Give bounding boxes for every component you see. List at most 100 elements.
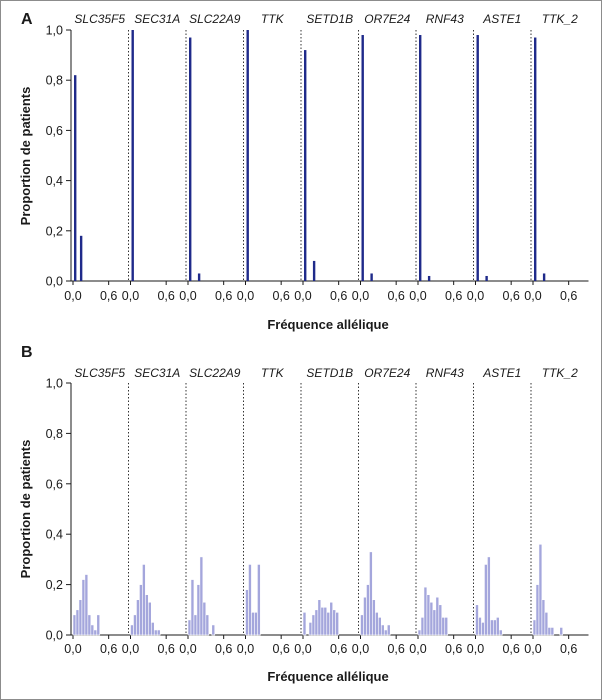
bar [534, 37, 537, 281]
bar [429, 601, 434, 636]
x-tick-label: 0,0 [294, 289, 311, 303]
bar [133, 614, 137, 636]
gene-label: ASTE1 [482, 366, 521, 380]
bar [481, 622, 485, 636]
y-tick-label: 0,2 [46, 224, 63, 238]
bar [485, 275, 488, 281]
x-tick-label: 0,6 [502, 289, 519, 303]
x-tick-label: 0,0 [409, 642, 426, 656]
bar [145, 594, 149, 636]
x-tick-label: 0,6 [560, 642, 577, 656]
x-axis-title: Fréquence allélique [267, 317, 388, 332]
bar [432, 609, 437, 636]
bar [550, 627, 555, 636]
gene-label: SLC22A9 [189, 366, 241, 380]
x-tick-label: 0,0 [294, 642, 311, 656]
bar [366, 584, 370, 636]
x-tick-label: 0,0 [467, 642, 484, 656]
bar [139, 584, 143, 636]
bar [78, 599, 83, 636]
bar [498, 629, 503, 636]
bar [335, 612, 339, 636]
y-axis-title: Proportion de patients [18, 440, 33, 579]
bar [148, 601, 152, 636]
x-tick-label: 0,6 [387, 642, 404, 656]
bar [378, 617, 382, 636]
y-tick-label: 0,8 [46, 427, 63, 441]
bar [72, 614, 77, 636]
bar [490, 619, 494, 636]
bar [544, 612, 549, 636]
bar [323, 606, 328, 636]
bar [196, 584, 201, 636]
gene-label: TTK [261, 366, 285, 380]
bar [142, 564, 146, 636]
gene-label: SETD1B [306, 366, 353, 380]
gene-label: TTK_2 [542, 366, 578, 380]
y-tick-label: 0,4 [46, 528, 63, 542]
bar [438, 604, 443, 636]
x-tick-label: 0,0 [64, 642, 81, 656]
y-tick-label: 0,4 [46, 174, 63, 188]
bar [314, 609, 319, 636]
x-tick-label: 0,6 [445, 642, 462, 656]
gene-label: SLC35F5 [74, 12, 125, 26]
bar [476, 35, 479, 281]
bar [131, 30, 134, 281]
x-tick-label: 0,0 [467, 289, 484, 303]
x-tick-label: 0,6 [330, 289, 347, 303]
bar [187, 619, 192, 636]
bar [487, 556, 491, 636]
gene-label: TTK [261, 12, 285, 26]
bar [435, 596, 440, 636]
y-tick-label: 0,0 [46, 629, 63, 643]
bar [211, 624, 216, 636]
panel-letter: B [21, 344, 33, 361]
bar [248, 564, 252, 636]
bar [251, 612, 255, 636]
bar [420, 617, 425, 636]
bar [326, 612, 331, 636]
bar [532, 619, 537, 636]
bar [370, 273, 373, 281]
x-tick-label: 0,6 [387, 289, 404, 303]
bar [190, 579, 195, 636]
bar [444, 617, 449, 636]
bar [417, 629, 422, 636]
bar [383, 629, 388, 636]
bar [79, 235, 83, 281]
x-tick-label: 0,0 [237, 642, 254, 656]
bar [90, 624, 95, 636]
x-tick-label: 0,0 [352, 289, 369, 303]
bar [360, 614, 364, 636]
gene-label: SEC31A [134, 12, 180, 26]
x-tick-label: 0,6 [330, 642, 347, 656]
bar [130, 624, 134, 636]
x-tick-label: 0,0 [179, 289, 196, 303]
x-tick-label: 0,6 [560, 289, 577, 303]
bar [386, 624, 391, 636]
bar [372, 599, 376, 636]
bar [320, 606, 325, 636]
gene-label: TTK_2 [542, 12, 578, 26]
bar [246, 30, 249, 281]
bar [419, 35, 422, 281]
bar [547, 627, 552, 636]
bar [257, 564, 261, 636]
bar [441, 617, 446, 636]
x-tick-label: 0,0 [352, 642, 369, 656]
y-tick-label: 0,6 [46, 477, 63, 491]
x-tick-label: 0,0 [524, 289, 541, 303]
x-tick-label: 0,0 [237, 289, 254, 303]
bar [426, 594, 431, 636]
bar [542, 273, 546, 281]
x-tick-label: 0,0 [122, 289, 139, 303]
bar [254, 612, 258, 636]
gene-label: SEC31A [134, 366, 180, 380]
bar [332, 609, 336, 636]
x-axis-title: Fréquence allélique [267, 669, 388, 684]
bar [156, 629, 161, 636]
x-tick-label: 0,0 [122, 642, 139, 656]
bar [381, 624, 385, 636]
